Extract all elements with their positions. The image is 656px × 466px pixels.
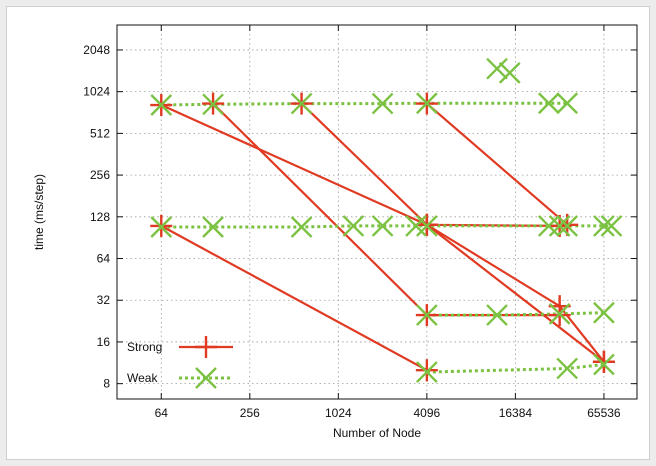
y-tick-label: 16: [97, 335, 111, 349]
data-point-weak: [202, 216, 224, 238]
y-axis-label: time (ms/step): [32, 174, 46, 250]
data-point-weak: [371, 92, 394, 115]
y-tick-label: 32: [97, 293, 111, 307]
plot-area-border: [116, 24, 638, 400]
x-tick-label: 64: [155, 406, 169, 420]
cross-stroke-b: [371, 215, 394, 237]
y-tick-label: 512: [90, 126, 110, 140]
data-point-weak: [371, 215, 394, 237]
cross-stroke-b: [593, 215, 615, 237]
data-point-weak: [342, 215, 365, 237]
cross-stroke-b: [537, 92, 560, 115]
data-point-weak: [202, 93, 224, 116]
cross-stroke-b: [556, 357, 579, 380]
data-point-weak: [416, 361, 438, 383]
cross-stroke-b: [290, 216, 313, 238]
y-tick-label: 256: [90, 168, 110, 182]
y-tick-label: 128: [90, 210, 110, 224]
cross-stroke-b: [593, 301, 615, 324]
data-point-weak: [486, 57, 508, 80]
data-point-weak: [498, 61, 521, 84]
chart-frame: 64 256 1024 4096 16384 65536 8 16 32 64 128 256 512 1…: [6, 6, 650, 460]
data-point-weak: [593, 353, 615, 376]
data-point-weak: [150, 94, 173, 116]
cross-stroke-b: [548, 303, 571, 325]
data-point-weak: [593, 215, 615, 237]
series-lines: [160, 101, 612, 374]
data-point-weak: [600, 215, 623, 237]
cross-stroke-b: [486, 304, 508, 326]
legend-marker-weak: [195, 367, 217, 389]
legend: Strong Weak: [127, 336, 233, 389]
cross-stroke-b: [405, 215, 427, 237]
data-point-weak: [416, 304, 438, 326]
x-axis-label: Number of Node: [333, 426, 421, 440]
legend-label-weak: Weak: [127, 371, 158, 385]
cross-stroke-b: [593, 353, 615, 376]
legend-marker-strong: [195, 336, 217, 358]
y-tick-label: 1024: [83, 85, 110, 99]
x-tick-label: 256: [240, 406, 260, 420]
data-point-weak: [537, 92, 560, 115]
cross-stroke-b: [342, 215, 365, 237]
y-tick-label: 64: [97, 252, 111, 266]
data-point-weak: [537, 215, 560, 237]
data-point-weak: [593, 301, 615, 324]
line-chart: 64 256 1024 4096 16384 65536 8 16 32 64 128 256 512 1…: [32, 24, 638, 440]
data-point-weak: [486, 304, 508, 326]
y-tick-label: 2048: [83, 43, 110, 57]
cross-stroke-b: [290, 92, 313, 115]
data-point-weak: [416, 215, 438, 237]
series-markers: [150, 57, 623, 383]
cross-stroke-b: [150, 216, 173, 238]
cross-stroke-b: [195, 367, 217, 389]
data-point-weak: [290, 92, 313, 115]
tick-labels: 64 256 1024 4096 16384 65536 8 16 32 64 128 256 512 1…: [83, 43, 621, 420]
cross-stroke-b: [416, 215, 438, 237]
data-point-weak: [548, 215, 571, 237]
series-line-strong: [300, 102, 605, 363]
cross-stroke-b: [548, 215, 571, 237]
axes: [116, 24, 638, 400]
cross-stroke-b: [556, 215, 579, 237]
data-point-weak: [416, 92, 438, 115]
cross-stroke-b: [486, 57, 508, 80]
y-tick-label: 8: [103, 377, 110, 391]
data-point-weak: [290, 216, 313, 238]
legend-label-strong: Strong: [127, 340, 162, 354]
cross-stroke-b: [202, 216, 224, 238]
cross-stroke-b: [416, 92, 438, 115]
cross-stroke-b: [600, 215, 623, 237]
data-point-weak: [556, 215, 579, 237]
series-line-strong: [426, 102, 568, 226]
legend-swatches: [179, 336, 233, 389]
cross-stroke-b: [202, 93, 224, 116]
x-tick-label: 1024: [325, 406, 352, 420]
data-point-weak: [405, 215, 427, 237]
series-line-strong: [426, 223, 605, 363]
cross-stroke-b: [371, 92, 394, 115]
cross-stroke-b: [416, 304, 438, 326]
data-point-strong: [415, 359, 438, 382]
cross-stroke-b: [498, 61, 521, 84]
cross-stroke-b: [150, 94, 173, 116]
data-point-weak: [556, 357, 579, 380]
data-point-weak: [150, 216, 173, 238]
x-tick-label: 65536: [587, 406, 621, 420]
data-point-strong: [592, 350, 615, 373]
data-point-weak: [548, 303, 571, 325]
data-point-weak: [556, 92, 579, 115]
x-tick-label: 4096: [414, 406, 441, 420]
x-tick-label: 16384: [499, 406, 533, 420]
series-line-strong: [160, 224, 428, 372]
cross-stroke-b: [416, 361, 438, 383]
cross-stroke-b: [556, 92, 579, 115]
cross-stroke-b: [537, 215, 560, 237]
